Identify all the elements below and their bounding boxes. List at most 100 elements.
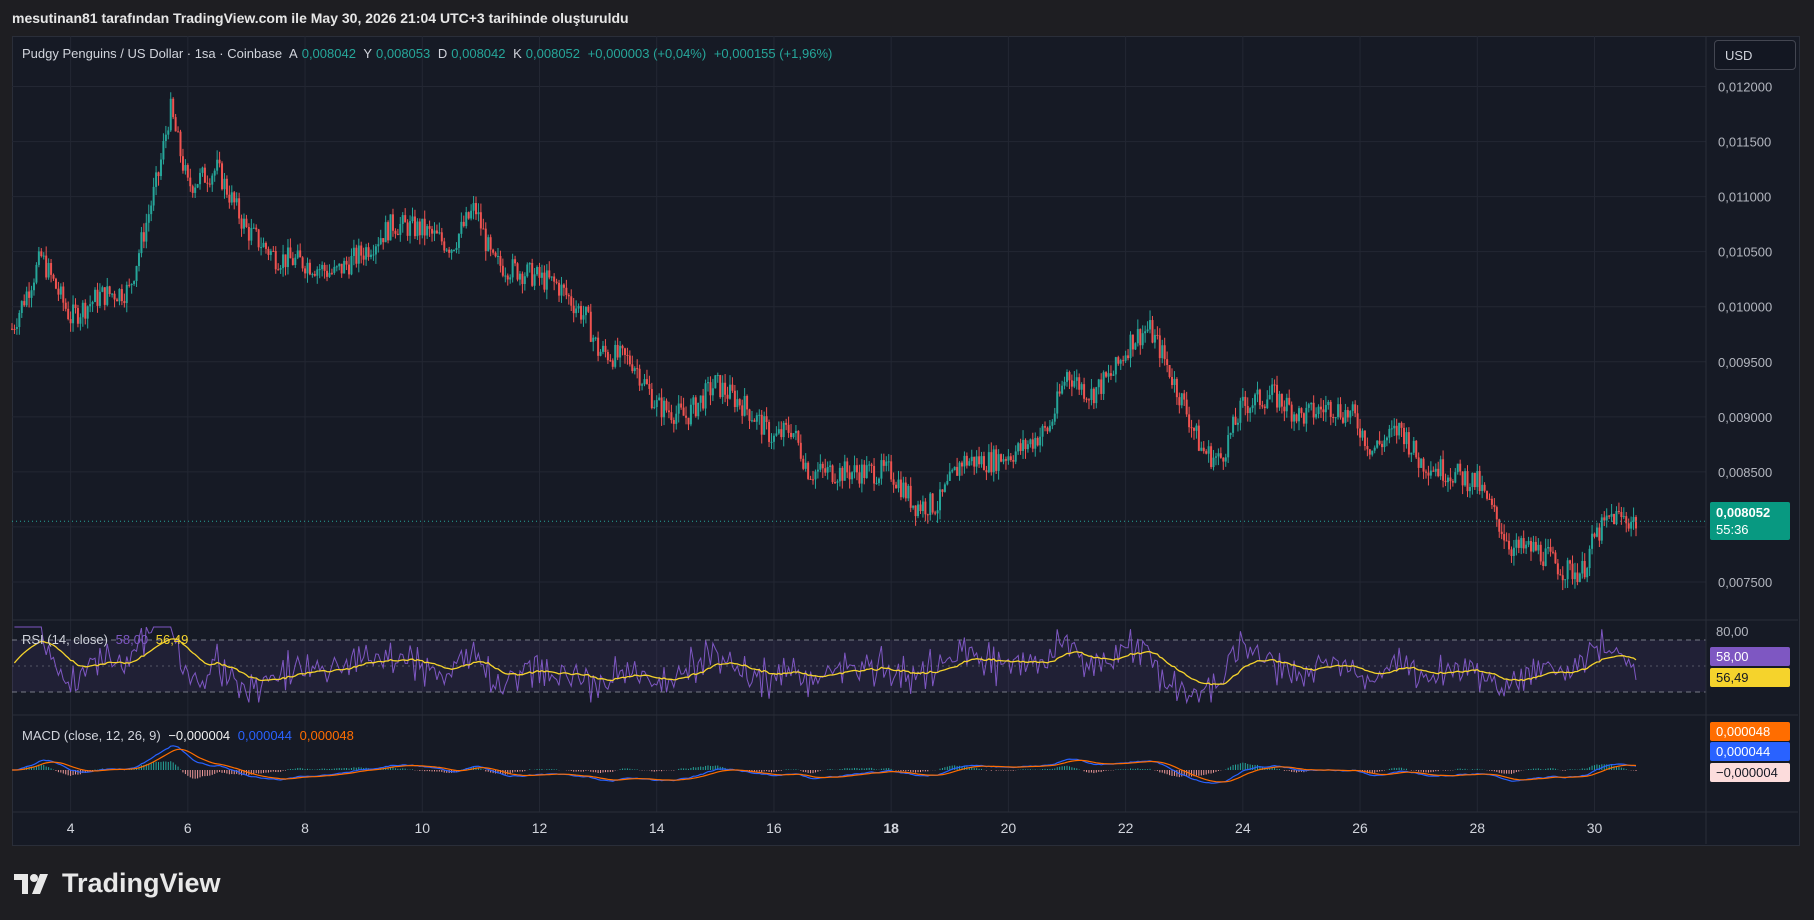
candle-body [685,415,688,418]
candle-body [1161,345,1164,359]
candle-body [1014,451,1017,462]
candle-body [829,465,832,467]
candle-body [985,470,988,473]
candle-body [1063,381,1066,386]
candle-body [218,159,221,164]
header-bar: mesutinan81 tarafından TradingView.com i… [0,0,1814,36]
candle-body [697,402,700,417]
candle-body [1500,531,1503,535]
price-tick-label: 0,011000 [1718,190,1771,205]
change-value: +0,000003 (+0,04%) [587,46,707,61]
candle-body [1232,416,1235,433]
candle-body [521,273,524,285]
candle-body [804,462,807,469]
candle-body [536,266,539,275]
candle-body [887,461,890,463]
candle-body [133,281,136,284]
candle-body [716,375,719,377]
candle-body [323,264,326,271]
currency-button[interactable]: USD [1714,40,1796,70]
price-tick-label: 0,012000 [1718,80,1772,95]
candle-body [423,218,426,236]
candle-body [1195,425,1198,431]
candle-body [919,504,922,512]
candle-body [1031,439,1034,449]
candle-body [1549,547,1552,552]
candle-body [1573,572,1576,580]
candle-body [768,421,771,442]
candle-body [57,288,60,295]
candle-body [936,510,939,514]
candle-body [992,449,995,473]
candle-body [1188,414,1191,428]
candle-body [30,290,33,298]
candle-body [990,452,993,473]
candle-body [69,319,72,324]
candle-body [987,452,990,473]
candle-body [851,472,854,480]
candle-body [1588,548,1591,569]
candle-body [682,407,685,416]
candle-body [728,384,731,399]
candle-body [960,462,963,467]
candle-body [939,489,942,511]
candle-body [54,278,57,289]
candle-body [418,221,421,236]
candle-body [1373,447,1376,451]
candle-body [1371,450,1374,455]
candle-body [711,388,714,396]
candle-body [196,184,199,188]
candle-body [435,230,438,234]
candle-body [1444,480,1447,483]
candle-body [1561,575,1564,581]
candle-body [1571,563,1574,580]
candle-body [174,117,177,132]
candle-body [1202,447,1205,452]
candle-body [1454,472,1457,483]
candle-body [1251,405,1254,409]
candle-body [826,466,829,473]
rsi-legend: RSI (14, close) 58,00 56,49 [22,632,192,647]
candle-body [499,255,502,266]
candle-body [25,291,28,306]
candle-body [86,306,89,319]
candle-body [76,308,79,324]
candle-body [15,327,18,329]
candle-body [755,415,758,422]
candle-body [462,221,465,227]
candle-body [633,368,636,372]
candle-body [746,395,749,410]
candle-body [807,462,810,479]
candle-body [194,187,197,193]
candle-body [1229,432,1232,435]
candle-body [313,274,316,276]
candle-body [1136,329,1139,344]
candle-body [670,412,673,421]
candle-body [181,156,184,171]
candle-body [1476,471,1479,488]
candle-body [1498,519,1501,532]
candle-body [384,222,387,243]
candle-body [1569,560,1572,564]
candle-body [1486,490,1489,499]
candle-body [1129,334,1132,359]
footer-brand[interactable]: TradingView [14,868,221,899]
chart-panel[interactable] [12,36,1800,846]
candle-body [130,283,133,285]
candle-body [1261,405,1264,407]
candle-body [1141,333,1144,346]
snapshot-caption: mesutinan81 tarafından TradingView.com i… [12,10,629,26]
candle-body [477,212,480,215]
candle-body [52,274,55,279]
candle-body [208,183,211,185]
candle-body [721,382,724,398]
candle-body [1305,407,1308,424]
time-tick-label: 30 [1587,820,1603,836]
candle-body [18,313,21,328]
candle-body [404,215,407,223]
candle-body [731,384,734,391]
rsi-ma-line [13,638,1637,686]
candle-body [1356,413,1359,429]
candle-body [1200,447,1203,451]
